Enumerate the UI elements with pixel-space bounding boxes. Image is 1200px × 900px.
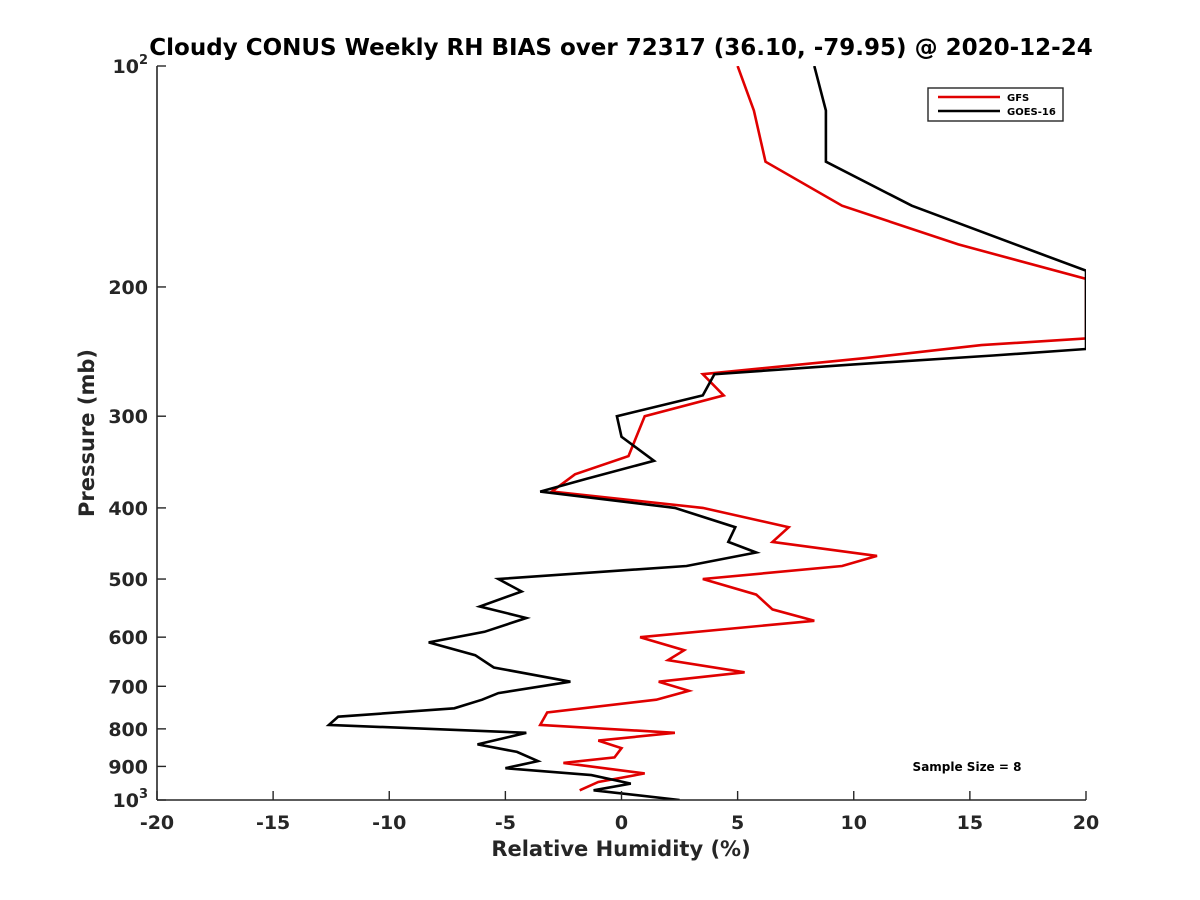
y-axis-label: Pressure (mb) [75,349,99,517]
y-tick-label: 103 [113,787,149,812]
legend-label-goes-16: GOES-16 [1007,107,1056,118]
x-tick-label: 20 [1073,812,1099,834]
legend: GFS GOES-16 [927,87,1064,122]
x-tick-label: -10 [372,812,406,834]
x-tick-label: 15 [957,812,983,834]
y-tick-label: 300 [108,406,148,428]
y-tick-label: 200 [108,277,148,299]
y-tick-label: 600 [108,627,148,649]
y-tick-label: 900 [108,756,148,778]
x-tick-label: -5 [495,812,516,834]
chart-marks: -20 -15 -10 -5 0 5 10 15 20 102 200 300 400 500 600 700… [108,53,1099,834]
y-tick-label: 500 [108,569,148,591]
series-line-goes-16 [325,66,1086,800]
y-tick-label: 400 [108,498,148,520]
legend-label-gfs: GFS [1007,93,1029,104]
x-tick-label: 5 [731,812,744,834]
x-tick-label: 0 [615,812,628,834]
sample-size-annotation: Sample Size = 8 [913,760,1022,774]
series-line-gfs [538,66,1086,792]
y-tick-label: 800 [108,719,148,741]
x-tick-label: -20 [140,812,174,834]
x-tick-label: 10 [841,812,867,834]
legend-box [927,87,1064,122]
y-tick-label: 102 [113,53,149,78]
y-tick-label: 700 [108,676,148,698]
chart-title: Cloudy CONUS Weekly RH BIAS over 72317 (… [149,35,1092,61]
x-axis-label: Relative Humidity (%) [491,837,750,861]
x-tick-label: -15 [256,812,290,834]
